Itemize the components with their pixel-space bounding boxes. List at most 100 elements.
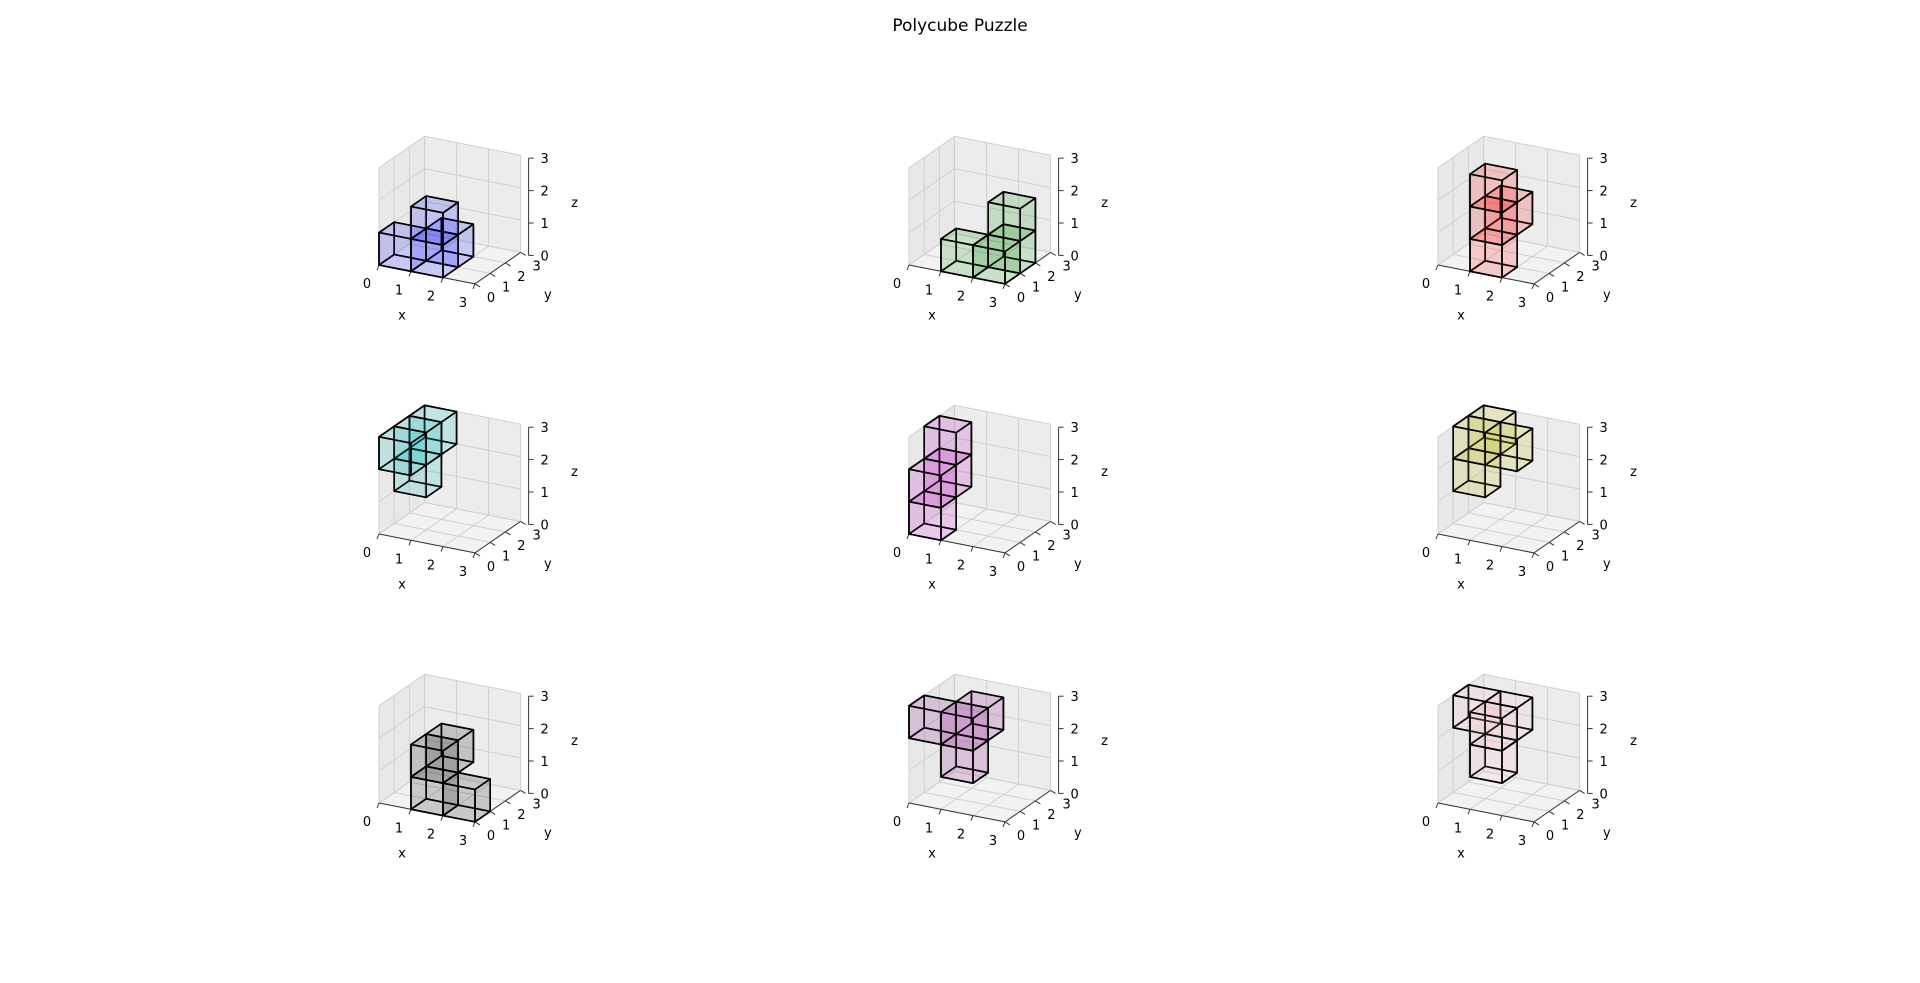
z-tick-label: 3: [1599, 152, 1607, 167]
left-pane: [909, 674, 955, 803]
x-tick-mark: [906, 533, 910, 540]
x-tick-label: 1: [1454, 552, 1462, 567]
x-tick-label: 3: [1518, 565, 1526, 580]
y-tick-label: 3: [1062, 259, 1070, 274]
y-tick-mark: [489, 541, 496, 546]
y-tick-label: 1: [502, 818, 510, 833]
z-tick-label: 2: [1599, 723, 1607, 738]
y-axis-label: y: [1074, 826, 1082, 841]
y-tick-mark: [1564, 262, 1570, 267]
voxel-cube: [1452, 683, 1502, 735]
x-tick-mark: [938, 809, 942, 815]
x-tick-label: 2: [957, 290, 965, 305]
x-tick-mark: [1002, 821, 1006, 828]
grid-line: [1468, 512, 1565, 533]
grid-line: [1437, 135, 1484, 169]
x-tick-label: 2: [1486, 828, 1494, 843]
x-tick-label: 1: [395, 283, 403, 298]
x-axis-line: [908, 802, 1006, 823]
grid-line: [378, 168, 425, 201]
y-tick-mark: [1579, 251, 1585, 256]
y-tick-mark: [1579, 520, 1585, 525]
y-tick-mark: [1533, 552, 1540, 557]
z-axis-label: z: [1101, 734, 1108, 749]
grid-line: [954, 502, 1051, 522]
x-tick-mark: [970, 277, 974, 283]
y-tick-label: 3: [532, 259, 540, 274]
x-tick-mark: [1467, 809, 1471, 815]
voxel-cube: [1469, 733, 1518, 785]
y-tick-mark: [1579, 789, 1585, 794]
x-tick-label: 2: [427, 290, 435, 305]
y-axis-label: y: [544, 288, 552, 303]
y-tick-label: 0: [1546, 560, 1554, 575]
y-tick-label: 3: [1062, 528, 1070, 543]
x-tick-mark: [1467, 271, 1471, 277]
voxel-cube: [908, 694, 958, 746]
grid-line: [1483, 168, 1580, 189]
z-tick-label: 1: [1070, 217, 1078, 232]
y-axis-line: [1004, 789, 1051, 823]
y-axis-line: [1533, 520, 1580, 554]
figure-title: Polycube Puzzle: [892, 16, 1028, 36]
grid-line: [1483, 502, 1580, 522]
grid-line: [378, 706, 425, 739]
y-tick-mark: [474, 552, 481, 557]
z-axis-label: z: [1630, 196, 1637, 211]
z-tick-label: 0: [540, 518, 548, 533]
z-tick-label: 3: [1070, 690, 1078, 705]
z-tick-label: 3: [1070, 421, 1078, 436]
grid-line: [424, 502, 521, 522]
grid-line: [1437, 200, 1484, 234]
x-tick-mark: [376, 533, 380, 540]
voxel-cube: [378, 425, 428, 477]
floor-pane: [379, 502, 521, 553]
y-tick-mark: [489, 810, 496, 815]
x-tick-label: 2: [1486, 559, 1494, 574]
grid-line: [1483, 673, 1580, 694]
x-tick-label: 3: [989, 565, 997, 580]
x-tick-label: 1: [395, 552, 403, 567]
x-tick-mark: [1499, 277, 1503, 283]
x-axis-label: x: [1457, 846, 1465, 861]
x-tick-mark: [1499, 546, 1503, 552]
y-tick-mark: [1035, 531, 1041, 536]
y-tick-label: 2: [1047, 539, 1055, 554]
z-axis-label: z: [1630, 465, 1637, 480]
left-pane: [379, 405, 425, 534]
y-tick-mark: [520, 251, 526, 256]
y-tick-label: 3: [532, 797, 540, 812]
y-tick-mark: [520, 520, 526, 525]
y-tick-mark: [1050, 251, 1056, 256]
x-axis-line: [378, 533, 476, 554]
grid-line: [1453, 792, 1550, 812]
z-axis-label: z: [571, 465, 578, 480]
voxel-face: [908, 468, 942, 509]
back-pane: [954, 136, 1051, 253]
grid-line: [972, 514, 1019, 548]
z-tick-label: 1: [540, 217, 548, 232]
z-tick-label: 3: [1599, 690, 1607, 705]
grid-line: [1483, 135, 1580, 156]
z-tick-label: 2: [1599, 185, 1607, 200]
grid-line: [378, 771, 425, 804]
x-axis-label: x: [398, 577, 406, 592]
x-tick-mark: [1435, 533, 1439, 540]
y-tick-label: 2: [1047, 808, 1055, 823]
z-tick-label: 0: [1599, 518, 1607, 533]
grid-line: [954, 469, 1051, 490]
y-tick-label: 0: [1546, 291, 1554, 306]
voxel-cube: [410, 733, 460, 785]
x-tick-mark: [472, 552, 476, 559]
y-tick-mark: [505, 262, 511, 267]
x-tick-mark: [440, 815, 444, 821]
grid-line: [409, 781, 506, 802]
grid-line: [954, 404, 1051, 425]
x-tick-mark: [376, 802, 380, 809]
x-tick-label: 0: [363, 277, 371, 292]
x-tick-label: 0: [363, 815, 371, 830]
x-axis-label: x: [398, 846, 406, 861]
